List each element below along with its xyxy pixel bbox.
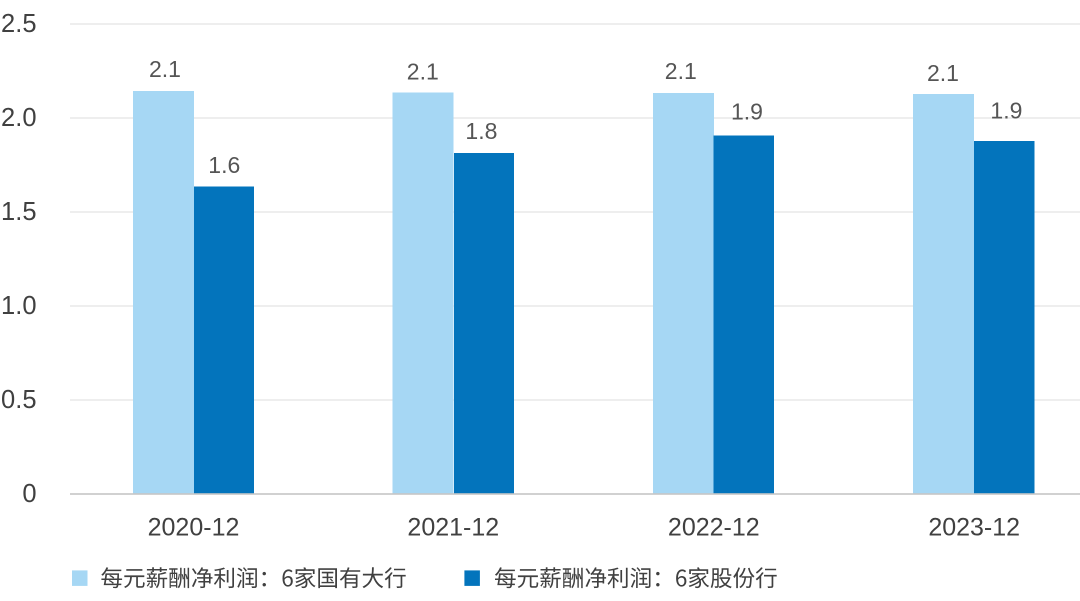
svg-text:2.5: 2.5: [1, 10, 36, 38]
svg-text:1.5: 1.5: [1, 198, 36, 226]
svg-text:0: 0: [22, 480, 36, 508]
svg-text:2.0: 2.0: [1, 104, 36, 132]
svg-text:1.9: 1.9: [990, 98, 1022, 124]
svg-text:2020-12: 2020-12: [148, 513, 240, 541]
svg-text:2022-12: 2022-12: [668, 513, 760, 541]
svg-text:1.6: 1.6: [208, 152, 240, 178]
svg-text:2021-12: 2021-12: [407, 513, 499, 541]
svg-text:1.8: 1.8: [465, 118, 497, 144]
svg-text:1.0: 1.0: [1, 292, 36, 320]
svg-text:1.9: 1.9: [731, 98, 763, 124]
svg-text:2.1: 2.1: [149, 56, 181, 82]
svg-text:2.1: 2.1: [665, 58, 697, 84]
svg-text:2.1: 2.1: [407, 58, 439, 84]
svg-text:0.5: 0.5: [1, 386, 36, 414]
svg-text:2023-12: 2023-12: [928, 513, 1020, 541]
svg-text:2.1: 2.1: [927, 60, 959, 86]
